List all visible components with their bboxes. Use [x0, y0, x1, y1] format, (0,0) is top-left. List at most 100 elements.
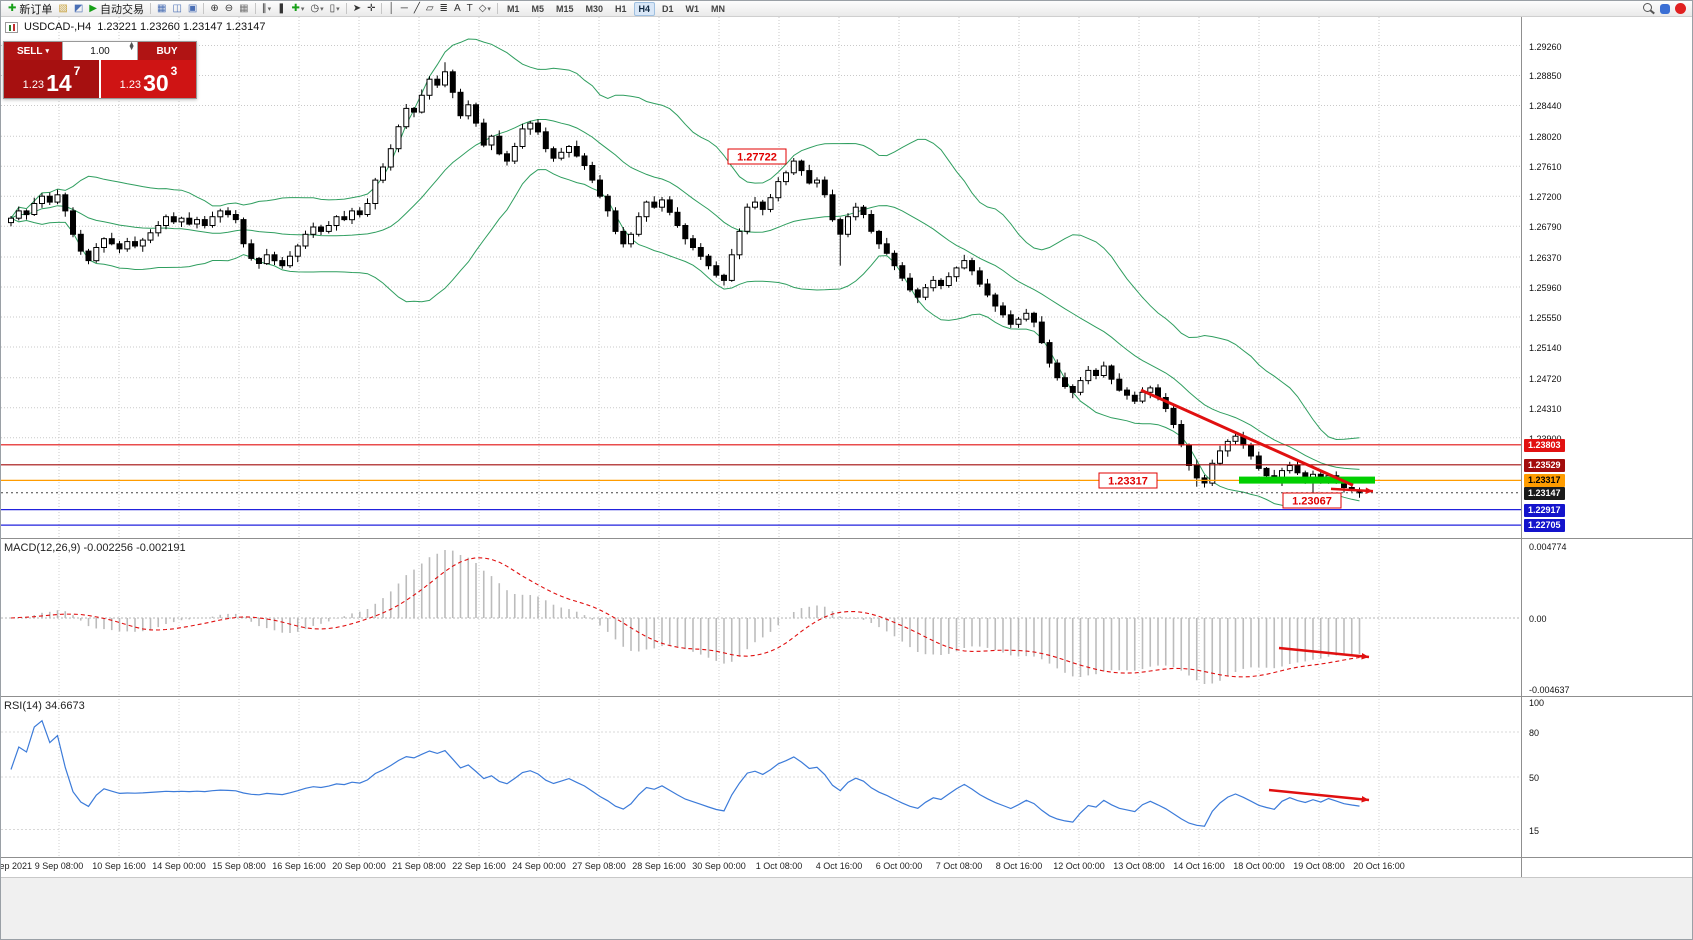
- toolbar-separator: [381, 3, 383, 14]
- price-tick-label: 1.25960: [1529, 283, 1562, 293]
- candlestick-chart-icon[interactable]: ❚: [277, 2, 286, 14]
- time-label: 28 Sep 16:00: [632, 861, 686, 871]
- auto-trading-button[interactable]: ▶ 自动交易: [89, 2, 144, 16]
- new-chart-icon[interactable]: ✚ ▾: [291, 2, 305, 14]
- price-level-tag: 1.23529: [1524, 459, 1565, 472]
- window-bottom-area: [1, 877, 1692, 939]
- rsi-arrow[interactable]: [1268, 788, 1370, 803]
- timeframe-h4-button[interactable]: H4: [633, 1, 656, 16]
- one-click-trading-panel: SELL ▾ 1.00 ▲ ▼ BUY 1.23 14 7 1.23 30 3: [3, 41, 197, 99]
- volume-value: 1.00: [90, 45, 110, 57]
- grid: [1, 17, 1521, 538]
- rsi-panel-canvas[interactable]: [1, 696, 1521, 857]
- timeframe-m30-button[interactable]: M30: [585, 3, 603, 14]
- timeframe-mn-button[interactable]: MN: [711, 3, 726, 14]
- search-icon[interactable]: [1643, 2, 1655, 15]
- crosshair-icon[interactable]: ✛: [367, 2, 376, 14]
- volume-input[interactable]: 1.00 ▲ ▼: [62, 41, 138, 60]
- trend-arrow[interactable]: [1330, 487, 1374, 495]
- timeframe-m15-button[interactable]: M15: [555, 3, 574, 14]
- time-label: 14 Oct 16:00: [1173, 861, 1225, 871]
- ohlc-values: 1.23221 1.23260 1.23147 1.23147: [97, 21, 266, 33]
- price-level-tag: 1.23317: [1524, 474, 1565, 487]
- fibonacci-icon[interactable]: ≣: [439, 2, 448, 14]
- price-tick-label: 1.27610: [1529, 162, 1562, 172]
- shapes-icon[interactable]: ◇ ▾: [478, 2, 491, 14]
- horizontal-lines[interactable]: [1, 444, 1521, 526]
- text-icon[interactable]: A: [453, 2, 461, 14]
- grid: [1, 696, 1521, 857]
- toolbar-separator: [203, 3, 205, 14]
- rsi-scale-label: 80: [1529, 728, 1540, 738]
- price-annotation[interactable]: 1.27722: [727, 148, 787, 165]
- time-label: 12 Oct 00:00: [1053, 861, 1105, 871]
- main-chart-canvas[interactable]: 1.27722 1.23317 1.23067: [1, 17, 1521, 538]
- time-label: 20 Sep 00:00: [332, 861, 386, 871]
- macd-signal-line: [10, 557, 1360, 678]
- rsi-scale-label: 100: [1529, 698, 1545, 708]
- price-tick-label: 1.24310: [1529, 404, 1562, 414]
- price-axis[interactable]: 1.29260 1.28850 1.28440 1.28020 1.27610 1.272…: [1522, 17, 1692, 877]
- price-tick-label: 1.28440: [1529, 101, 1562, 111]
- rsi-scale-label: 50: [1529, 773, 1540, 783]
- grid-icon[interactable]: ▦: [239, 2, 249, 14]
- macd-histogram: [17, 550, 1361, 684]
- horizontal-line-icon[interactable]: ─: [400, 2, 408, 14]
- cursor-icon[interactable]: ➤: [352, 2, 362, 14]
- zoom-in-icon[interactable]: ⊕: [210, 2, 219, 14]
- macd-arrow[interactable]: [1278, 646, 1370, 660]
- symbol-period-label: USDCAD-,H4: [24, 21, 92, 33]
- time-label: 24 Sep 00:00: [512, 861, 566, 871]
- buy-price-button[interactable]: 1.23 30 3: [101, 60, 196, 98]
- period-icon[interactable]: ◷ ▾: [310, 2, 324, 14]
- volume-up-icon[interactable]: ▲: [128, 41, 135, 48]
- support-zone[interactable]: [1239, 476, 1375, 484]
- svg-text:1.23067: 1.23067: [1292, 496, 1332, 508]
- time-label: 27 Sep 08:00: [572, 861, 626, 871]
- tile-windows-icon[interactable]: ▦: [157, 2, 167, 14]
- macd-panel-divider[interactable]: [1, 538, 1692, 539]
- macd-panel-canvas[interactable]: [1, 538, 1521, 696]
- time-axis-divider: [1, 857, 1692, 858]
- svg-text:1.27722: 1.27722: [737, 152, 777, 164]
- zoom-out-icon[interactable]: ⊖: [224, 2, 234, 14]
- timeframe-m1-button[interactable]: M1: [506, 3, 520, 14]
- timeframe-h1-button[interactable]: H1: [615, 3, 627, 14]
- time-label: 10 Sep 16:00: [92, 861, 146, 871]
- time-label: 4 Oct 16:00: [815, 861, 863, 871]
- market-watch-icon[interactable]: ◩: [73, 2, 84, 14]
- bar-chart-icon[interactable]: ∥ ▾: [261, 2, 272, 14]
- trendline[interactable]: [1140, 388, 1354, 487]
- toolbar-right-group: [1643, 2, 1688, 15]
- vertical-line-icon[interactable]: │: [388, 2, 395, 14]
- time-label: 20 Oct 16:00: [1353, 861, 1405, 871]
- svg-text:1.23317: 1.23317: [1108, 476, 1148, 488]
- volume-down-icon[interactable]: ▼: [128, 45, 135, 53]
- channel-icon[interactable]: ▱: [425, 2, 434, 14]
- rsi-panel-divider[interactable]: [1, 696, 1692, 697]
- cascade-windows-icon[interactable]: ◫: [172, 2, 182, 14]
- script-icon[interactable]: ▧: [58, 2, 68, 14]
- sell-price-button[interactable]: 1.23 14 7: [4, 60, 101, 98]
- price-level-tag: 1.23803: [1524, 439, 1565, 452]
- timeframe-w1-button[interactable]: W1: [685, 3, 700, 14]
- bollinger-bands: [10, 38, 1360, 507]
- time-label: 8 Sep 2021: [1, 861, 33, 871]
- timeframe-m5-button[interactable]: M5: [531, 3, 544, 14]
- buy-button[interactable]: BUY: [138, 42, 196, 60]
- template-icon[interactable]: ▯ ▾: [329, 2, 340, 14]
- label-icon[interactable]: T: [466, 2, 473, 14]
- new-order-button[interactable]: ✚ 新订单: [8, 2, 53, 16]
- notification-icon[interactable]: [1675, 3, 1686, 14]
- arrange-windows-icon[interactable]: ▣: [187, 2, 198, 14]
- price-annotation[interactable]: 1.23067: [1282, 492, 1342, 509]
- timeframe-d1-button[interactable]: D1: [662, 3, 674, 14]
- profile-icon[interactable]: [1660, 3, 1670, 14]
- price-annotation[interactable]: 1.23317: [1098, 472, 1158, 489]
- price-tick-label: 1.28850: [1529, 71, 1562, 81]
- sell-button[interactable]: SELL ▾: [4, 42, 62, 60]
- time-label: 19 Oct 08:00: [1293, 861, 1345, 871]
- price-tick-label: 1.24720: [1529, 374, 1562, 384]
- trendline-icon[interactable]: ╱: [413, 2, 420, 14]
